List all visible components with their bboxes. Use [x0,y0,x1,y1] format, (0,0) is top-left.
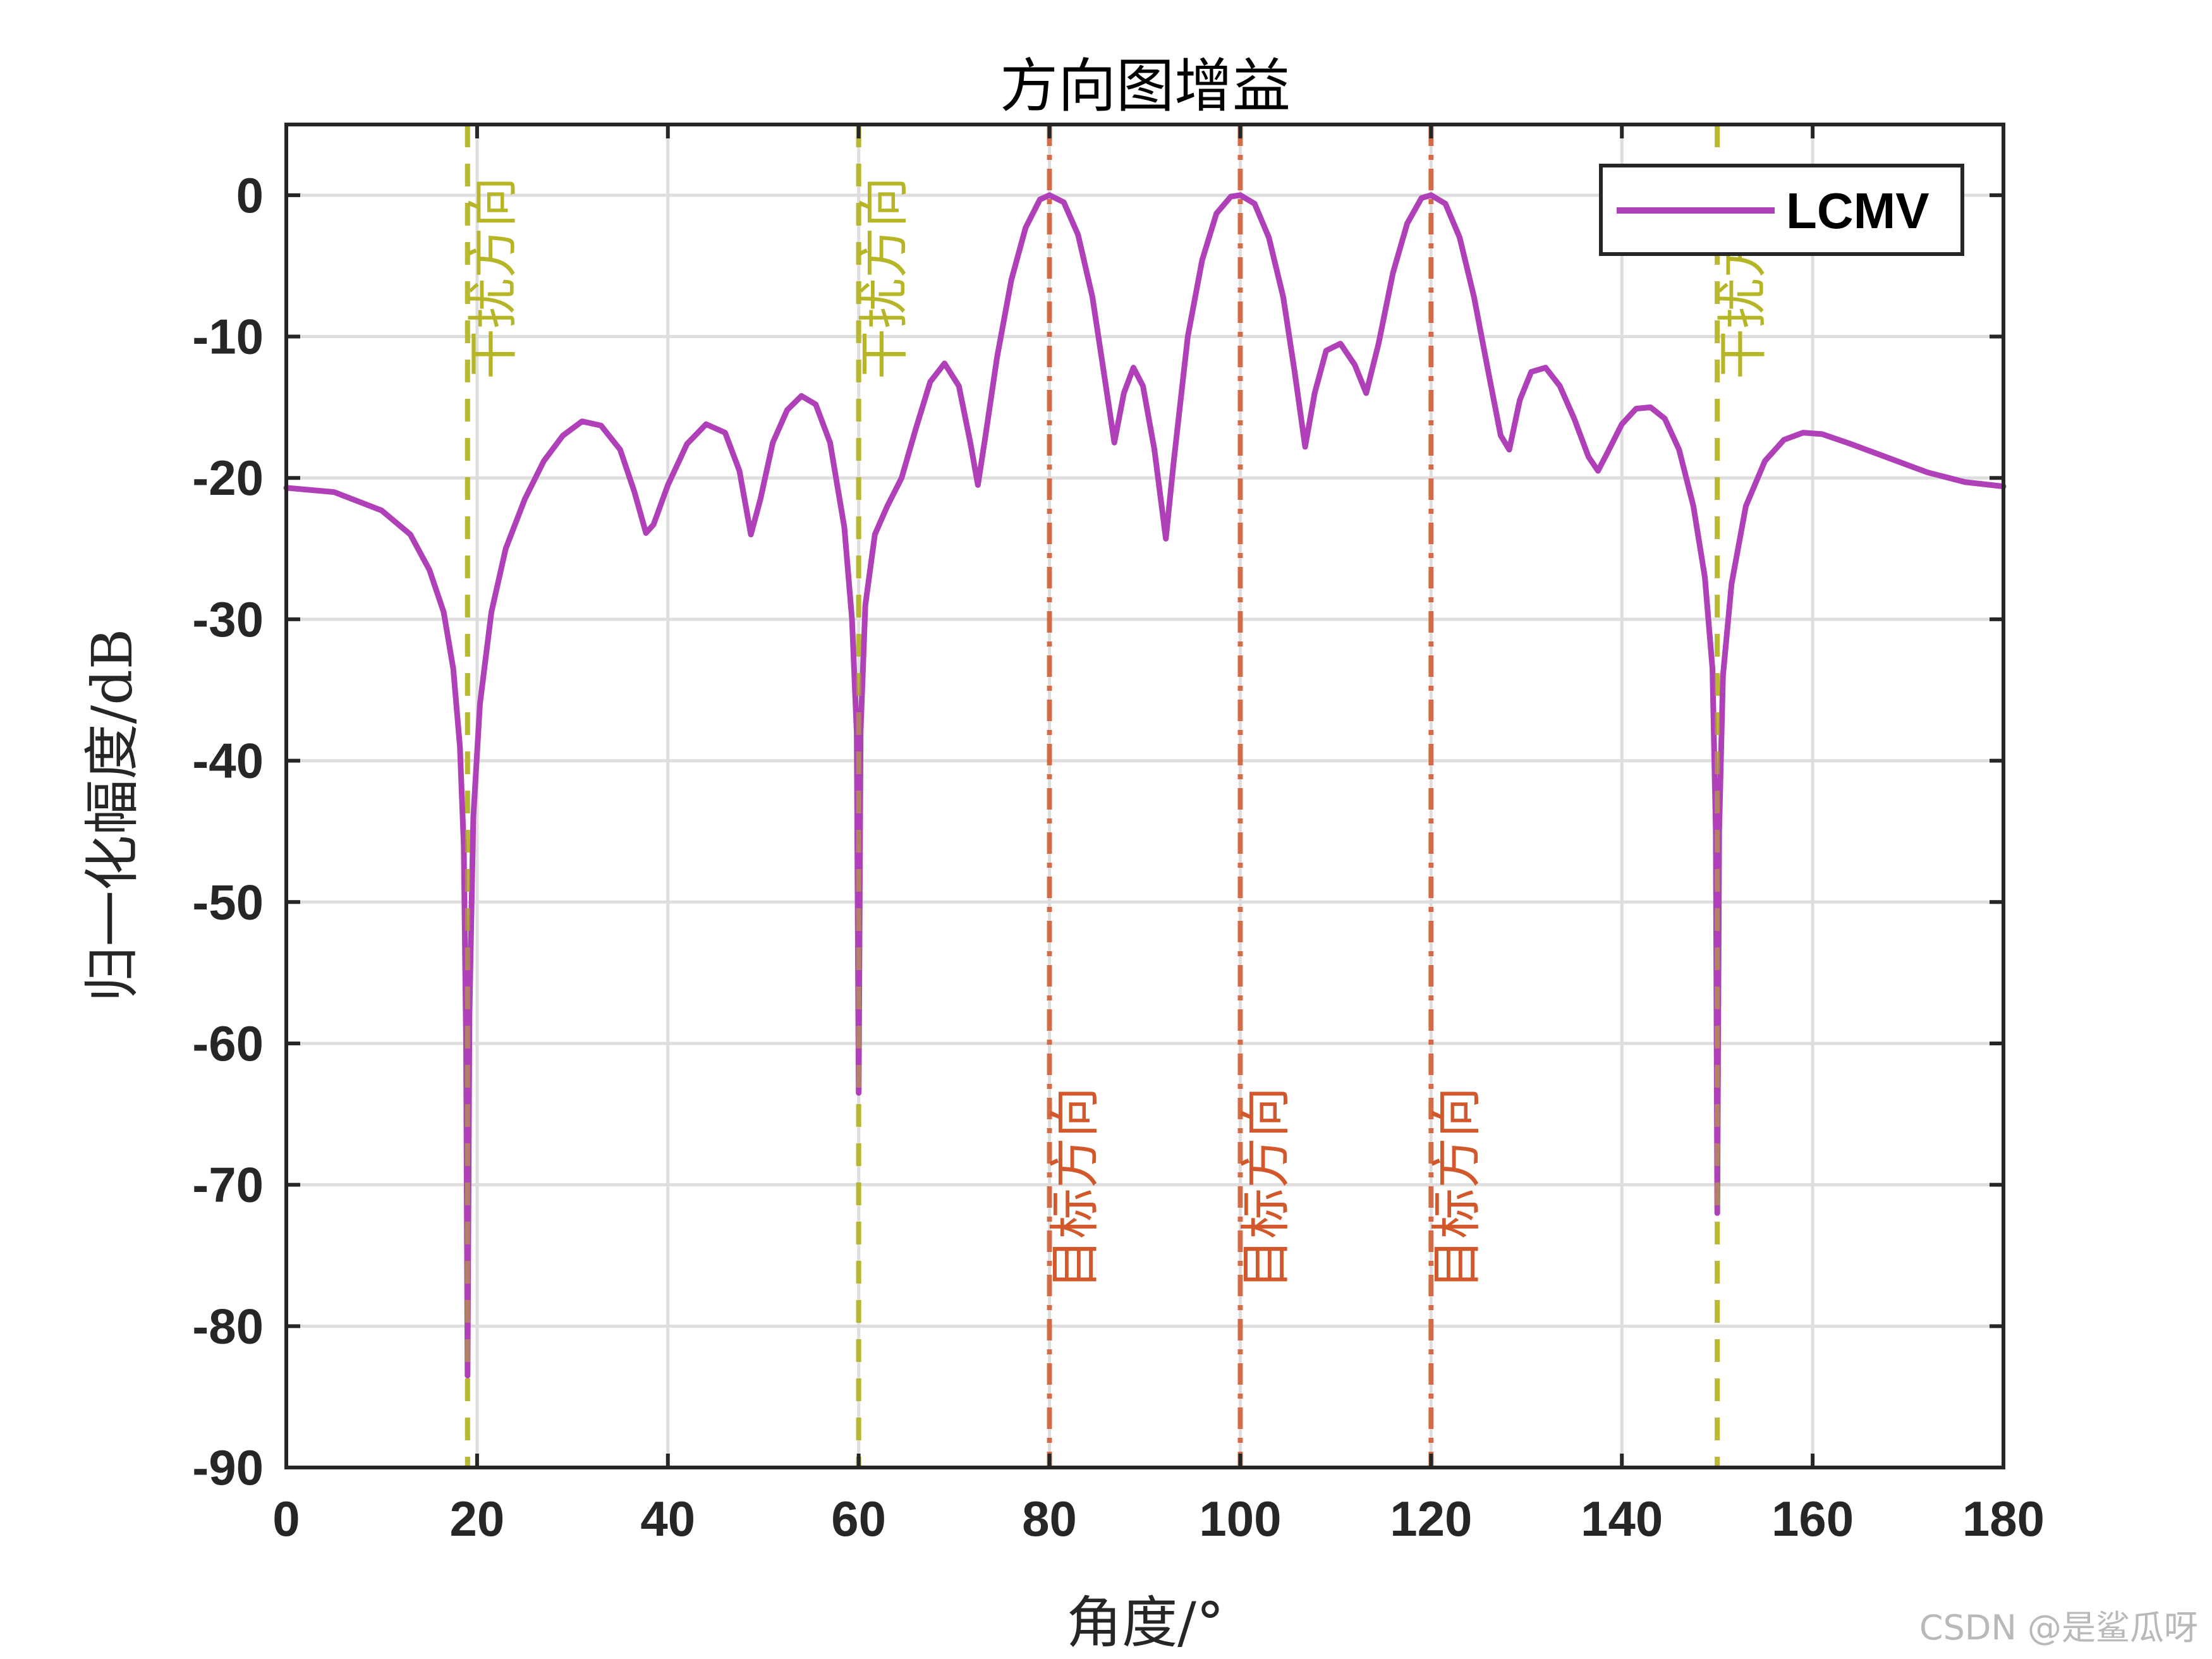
series-line-lcmv [283,192,2007,1379]
axes-frame [284,123,2005,1469]
x-tick-labels: 0 20 40 60 80 100 120 140 160 180 [272,1491,2045,1547]
chart-title: 方向图增益 [1000,52,1291,120]
target-direction-label: 目标方向 [1046,1087,1105,1289]
y-tick-labels: 0 -10 -20 -30 -40 -50 -60 -70 -80 -90 [192,167,264,1495]
interference-direction-label: 干扰方向 [855,177,914,379]
y-tick-label: -40 [192,733,264,789]
target-direction-label: 目标方向 [1427,1087,1486,1289]
x-tick-label: 20 [450,1491,505,1547]
x-tick-label: 80 [1022,1491,1077,1547]
legend: LCMV [1599,164,1964,256]
x-tick-label: 180 [1962,1491,2045,1547]
y-tick-label: -20 [192,450,264,506]
x-tick-label: 60 [831,1491,886,1547]
y-tick-label: -80 [192,1298,264,1354]
x-tick-label: 140 [1581,1491,1663,1547]
watermark: CSDN @是鲨瓜呀 [1919,1608,2198,1648]
x-tick-label: 100 [1199,1491,1281,1547]
y-tick-label: 0 [236,167,264,223]
y-tick-label: -10 [192,309,264,365]
interference-direction-label: 干扰方向 [464,177,523,379]
x-tick-label: 120 [1390,1491,1472,1547]
x-tick-label: 0 [272,1491,300,1547]
x-axis-label: 角度/° [1066,1590,1224,1655]
y-tick-label: -90 [192,1440,264,1495]
y-tick-label: -60 [192,1016,264,1071]
legend-label-lcmv: LCMV [1786,183,1929,239]
series-lines [283,125,2007,1468]
x-tick-label: 40 [640,1491,695,1547]
y-tick-label: -50 [192,874,264,930]
y-tick-label: -70 [192,1157,264,1213]
y-axis-label: 归一化幅度/dB [80,629,145,1002]
axes-box [284,123,2005,1469]
target-direction-label: 目标方向 [1236,1087,1295,1289]
x-tick-label: 160 [1771,1491,1854,1547]
y-tick-label: -30 [192,592,264,647]
